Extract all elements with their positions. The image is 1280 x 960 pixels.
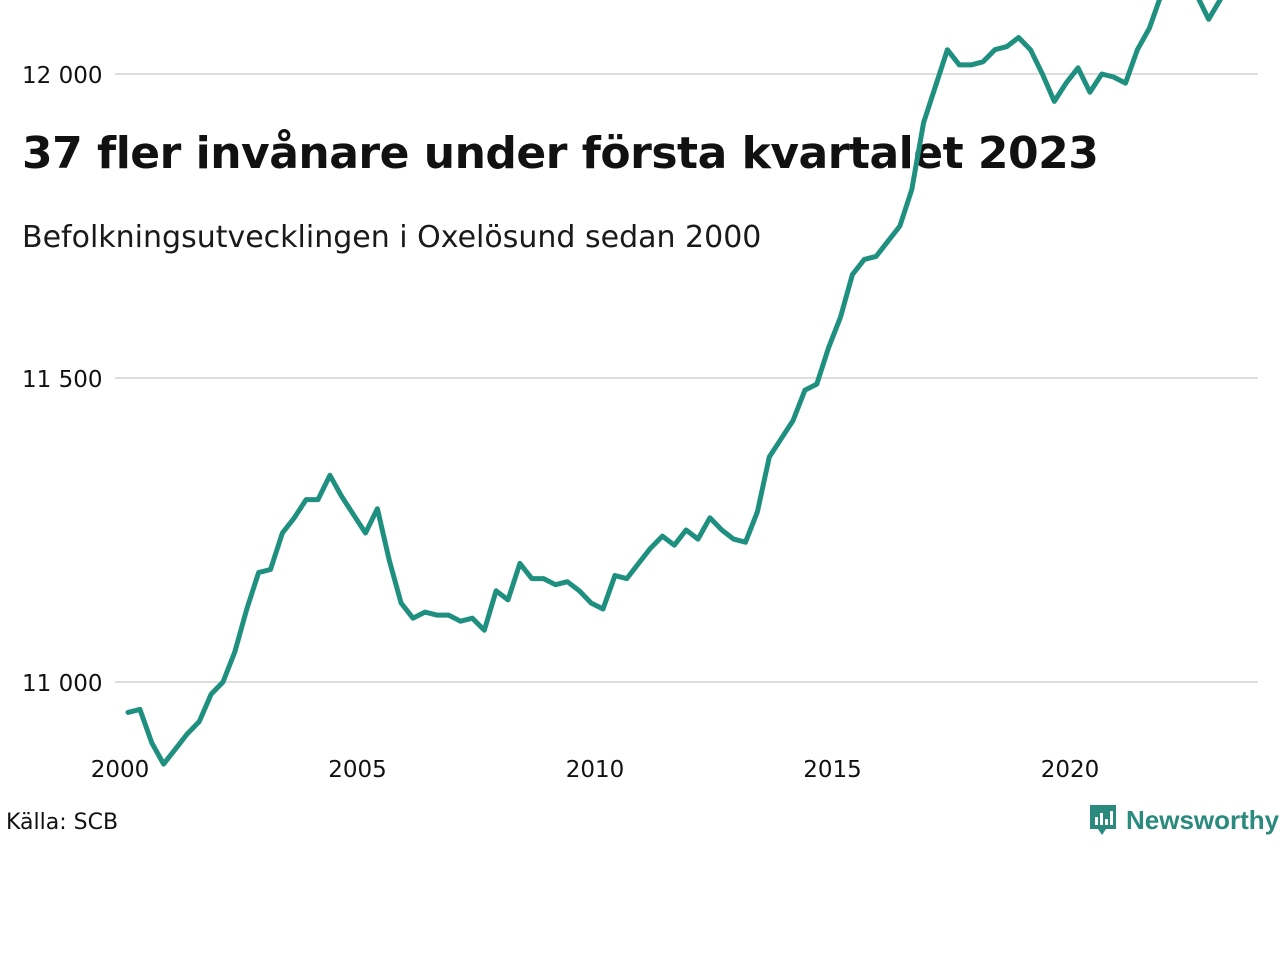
y-tick-label: 11 000 (22, 671, 102, 697)
brand-name: Newsworthy (1126, 804, 1280, 835)
x-axis-labels: 2000 2005 2010 2015 2020 (91, 757, 1100, 783)
x-tick-label: 2005 (328, 757, 387, 783)
gridlines (115, 73, 1258, 683)
x-tick-label: 2000 (91, 757, 150, 783)
y-tick-label: 12 000 (22, 63, 102, 89)
brand-logo[interactable]: Newsworthy (1088, 802, 1279, 838)
y-axis-labels: 11 000 11 500 12 000 (22, 63, 102, 697)
x-tick-label: 2010 (566, 757, 625, 783)
newsworthy-logo-icon (1090, 805, 1116, 835)
series-line (125, 0, 1223, 767)
y-tick-label: 11 500 (22, 367, 102, 393)
source-label: Källa: SCB (6, 810, 119, 835)
chart-subtitle: Befolkningsutvecklingen i Oxelösund seda… (22, 220, 762, 255)
x-tick-label: 2020 (1041, 757, 1100, 783)
series-line-layer (125, 0, 1223, 767)
x-tick-label: 2015 (803, 757, 862, 783)
